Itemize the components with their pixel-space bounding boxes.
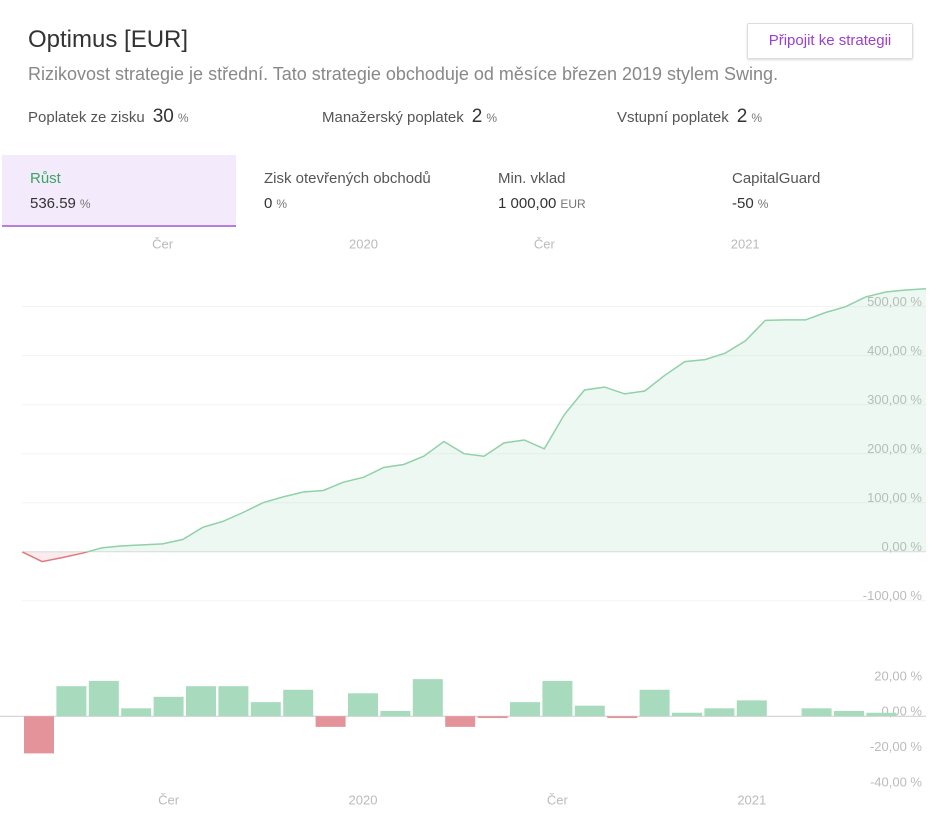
x-tick-label: Čer	[158, 792, 180, 807]
y-tick-label: 200,00 %	[867, 441, 922, 456]
bar	[834, 710, 864, 717]
stat-label: CapitalGuard	[732, 170, 821, 187]
stat-tab[interactable]: Min. vklad 1 000,00 EUR	[470, 155, 704, 225]
fee-label: Poplatek ze zisku	[28, 109, 145, 126]
stat-label: Zisk otevřených obchodů	[264, 170, 431, 187]
bar	[380, 710, 411, 717]
bar	[121, 708, 152, 717]
bar	[866, 712, 897, 717]
stat-unit: EUR	[560, 197, 586, 211]
y-tick-label: 20,00 %	[874, 668, 922, 683]
stat-number: 536.59	[30, 195, 76, 212]
bar	[510, 702, 540, 717]
stat-unit: %	[757, 197, 769, 211]
stat-label: Min. vklad	[498, 170, 566, 187]
bar	[412, 679, 443, 717]
bar	[477, 716, 508, 719]
fee: Manažerský poplatek 2%	[322, 106, 497, 128]
description: Rizikovost strategie je střední. Tato st…	[28, 64, 779, 84]
bar	[153, 696, 184, 717]
bar	[218, 686, 249, 717]
bar	[574, 705, 605, 717]
bar	[736, 700, 767, 717]
x-tick-label: 2020	[349, 236, 378, 251]
stat-label: Růst	[30, 170, 61, 187]
stat-tab[interactable]: Zisk otevřených obchodů 0%	[236, 155, 470, 225]
bar	[88, 680, 119, 717]
fee-value: 2	[736, 106, 748, 127]
fee-value: 2	[471, 106, 483, 127]
stat-value: 536.59%	[30, 195, 91, 212]
bar	[56, 686, 87, 717]
fee-value: 30	[152, 106, 174, 127]
bar	[348, 693, 378, 717]
bar	[315, 716, 346, 727]
stat-number: 1 000,00	[498, 195, 557, 212]
fee: Vstupní poplatek 2%	[617, 106, 762, 128]
fee-unit: %	[486, 111, 497, 125]
y-tick-label: 100,00 %	[867, 490, 922, 505]
bar	[186, 686, 216, 717]
stat-value: 1 000,00 EUR	[498, 195, 586, 212]
bar	[801, 708, 832, 717]
stat-unit: %	[79, 197, 91, 211]
fee-unit: %	[177, 111, 189, 125]
bar	[445, 716, 476, 727]
bar	[704, 708, 735, 717]
x-tick-label: Čer	[152, 236, 174, 251]
fee-unit: %	[751, 111, 762, 125]
stat-value: -50%	[732, 195, 768, 212]
stat-unit: %	[276, 197, 288, 211]
y-tick-label: -100,00 %	[863, 588, 923, 603]
area	[22, 288, 926, 562]
y-tick-label: 300,00 %	[867, 392, 922, 407]
y-tick-label: -20,00 %	[870, 739, 922, 754]
fee-label: Vstupní poplatek	[617, 109, 729, 126]
bar	[607, 716, 638, 719]
fee-label: Manažerský poplatek	[322, 109, 464, 126]
bar	[672, 712, 702, 717]
stat-tab[interactable]: CapitalGuard -50%	[704, 155, 936, 225]
bar	[639, 689, 670, 717]
join-button[interactable]: Připojit ke strategii	[747, 23, 913, 59]
y-tick-label: 500,00 %	[867, 294, 922, 309]
bar	[24, 716, 54, 754]
stat-value: 0%	[264, 195, 287, 212]
stat-number: -50	[732, 195, 754, 212]
x-tick-label: Čer	[547, 792, 569, 807]
fee: Poplatek ze zisku 30%	[28, 106, 189, 128]
line	[21, 287, 927, 563]
y-tick-label: 0,00 %	[882, 704, 923, 719]
bar	[542, 680, 573, 717]
x-tick-label: 2021	[731, 236, 760, 251]
y-tick-label: -40,00 %	[870, 774, 922, 789]
stat-number: 0	[264, 195, 273, 212]
x-tick-label: 2020	[349, 792, 378, 807]
x-tick-label: 2021	[737, 792, 766, 807]
y-tick-label: 400,00 %	[867, 343, 922, 358]
bar	[250, 702, 281, 717]
y-tick-label: 0,00 %	[882, 539, 923, 554]
title: Optimus [EUR]	[28, 26, 189, 53]
x-tick-label: Čer	[534, 236, 556, 251]
stat-tab[interactable]: Růst 536.59%	[2, 155, 236, 227]
bar	[283, 689, 314, 717]
